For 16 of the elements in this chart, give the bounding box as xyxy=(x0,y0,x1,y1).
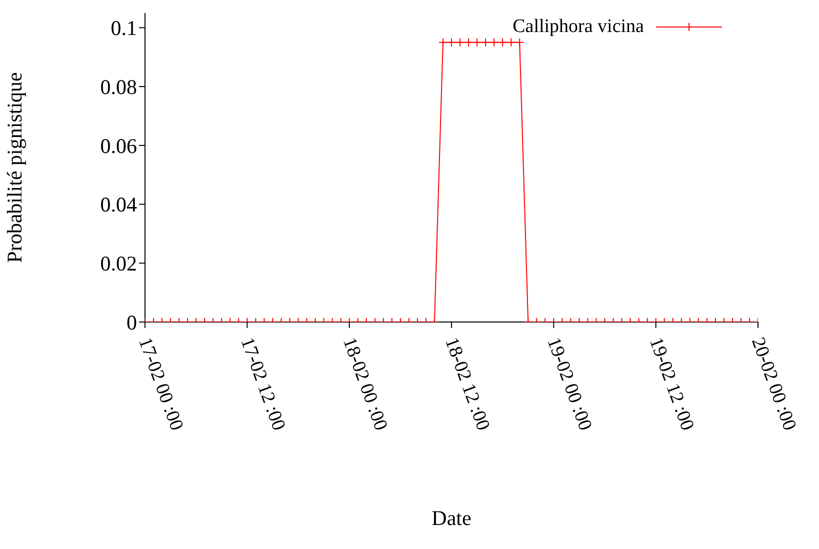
y-tick-label: 0.06 xyxy=(100,134,137,158)
x-tick-label: 18-02 12 :00 xyxy=(440,334,494,434)
x-tick-label: 17-02 12 :00 xyxy=(236,334,290,434)
x-tick-label: 18-02 00 :00 xyxy=(338,334,392,434)
x-axis-title: Date xyxy=(432,506,472,530)
y-axis-title: Probabilité pignistique xyxy=(2,72,26,263)
y-tick-label: 0.1 xyxy=(110,16,137,40)
y-tick-label: 0 xyxy=(126,310,137,334)
x-tick-label: 19-02 00 :00 xyxy=(542,334,596,434)
x-tick-label: 17-02 00 :00 xyxy=(134,334,187,434)
x-tick-label: 20-02 00 :00 xyxy=(747,334,800,434)
legend-label: Calliphora vicina xyxy=(512,16,644,38)
y-tick-label: 0.08 xyxy=(100,75,137,100)
y-tick-label: 0.02 xyxy=(100,252,137,276)
x-tick-label: 19-02 12 :00 xyxy=(644,334,698,434)
y-tick-label: 0.04 xyxy=(100,192,138,217)
